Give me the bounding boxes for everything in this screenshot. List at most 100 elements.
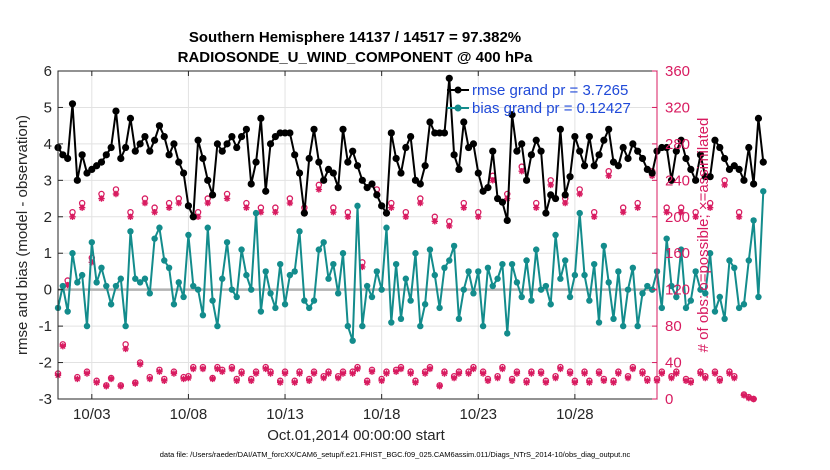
rmse-point xyxy=(237,133,246,141)
rmse-point xyxy=(716,143,724,152)
obs-assimilated-point xyxy=(296,370,303,377)
rmse-point xyxy=(252,158,260,166)
obs-assimilated-point xyxy=(542,379,550,386)
y-right-tick-label: 360 xyxy=(665,63,690,80)
bias-point xyxy=(504,330,511,337)
obs-assimilated-point xyxy=(238,370,245,377)
bias-point xyxy=(330,260,337,268)
bias-point xyxy=(407,297,414,304)
obs-assimilated-point xyxy=(537,370,545,377)
obs-assimilated-point xyxy=(431,218,438,225)
x-tick-label: 10/23 xyxy=(459,406,497,423)
bias-point xyxy=(417,322,424,330)
bias-point xyxy=(576,209,583,217)
obs-assimilated-point xyxy=(576,190,583,198)
bias-point xyxy=(373,268,381,275)
rmse-point xyxy=(740,176,748,184)
obs-assimilated-point xyxy=(223,195,231,202)
x-tick-label: 10/18 xyxy=(363,406,401,423)
bias-series xyxy=(54,188,767,344)
y-right-tick-label: 160 xyxy=(665,245,690,262)
x-tick-label: 10/13 xyxy=(266,406,304,423)
bias-point xyxy=(334,290,342,297)
bias-point xyxy=(344,322,352,330)
bias-point xyxy=(755,293,762,301)
y-right-tick-label: 40 xyxy=(665,355,682,372)
bias-point xyxy=(98,264,105,271)
bias-point xyxy=(711,308,719,315)
obs-assimilated-point xyxy=(634,204,641,211)
bias-point xyxy=(146,290,153,297)
rmse-point xyxy=(571,133,579,141)
obs-assimilated-point xyxy=(209,375,216,383)
bias-point xyxy=(219,275,226,282)
obs-assimilated-point xyxy=(479,370,487,377)
bias-point xyxy=(272,304,279,312)
obs-assimilated-point xyxy=(726,370,733,377)
bias-point xyxy=(310,297,318,304)
bias-point xyxy=(103,282,110,290)
obs-assimilated-point xyxy=(325,370,332,377)
rmse-point xyxy=(339,125,347,133)
bias-point xyxy=(363,282,371,290)
obs-assimilated-point xyxy=(663,209,670,216)
bias-point xyxy=(262,268,269,275)
rmse-point xyxy=(648,169,656,177)
obs-assimilated-point xyxy=(136,361,144,368)
bias-point xyxy=(436,304,443,312)
rmse-point xyxy=(551,194,560,203)
obs-assimilated-point xyxy=(731,374,738,382)
bias-point xyxy=(721,315,728,323)
obs-assimilated-point xyxy=(677,209,685,216)
rmse-point xyxy=(291,151,299,159)
rmse-point xyxy=(126,114,135,122)
bias-point xyxy=(484,264,492,271)
rmse-point xyxy=(503,216,511,225)
obs-assimilated-point xyxy=(262,365,269,373)
bias-point xyxy=(499,260,506,268)
rmse-point xyxy=(160,133,168,141)
obs-assimilated-point xyxy=(504,195,511,202)
bias-point xyxy=(508,260,516,268)
bias-point xyxy=(421,301,429,308)
obs-assimilated-point xyxy=(392,368,400,375)
obs-assimilated-point xyxy=(692,213,699,220)
obs-assimilated-point xyxy=(291,379,298,386)
bias-point xyxy=(412,250,419,257)
bias-point xyxy=(151,235,158,242)
obs-assimilated-point xyxy=(658,370,666,377)
obs-assimilated-point xyxy=(528,370,535,377)
rmse-point xyxy=(368,180,376,188)
bias-point xyxy=(325,275,332,282)
bias-point xyxy=(600,242,608,250)
obs-assimilated-point xyxy=(103,383,110,390)
obs-assimilated-point xyxy=(450,374,458,382)
bias-point xyxy=(615,268,622,275)
bias-point xyxy=(127,228,134,235)
bias-point xyxy=(161,257,168,264)
bias-point xyxy=(726,257,733,264)
obs-assimilated-point xyxy=(122,345,129,353)
bias-point xyxy=(122,322,129,330)
legend-bias-label: bias grand pr = 0.12427 xyxy=(472,100,631,117)
rmse-point xyxy=(745,143,753,152)
bias-point xyxy=(383,224,390,231)
obs-assimilated-point xyxy=(407,370,414,377)
rmse-point xyxy=(64,154,72,163)
obs-assimilated-point xyxy=(219,368,226,375)
obs-assimilated-point xyxy=(151,209,158,216)
bias-point xyxy=(557,275,564,282)
rmse-point xyxy=(663,143,671,152)
rmse-point xyxy=(537,147,545,155)
bias-point xyxy=(204,224,211,231)
rmse-point xyxy=(692,176,700,184)
obs-assimilated-point xyxy=(624,374,632,382)
rmse-point xyxy=(358,176,366,184)
bias-point xyxy=(78,271,86,279)
bias-point xyxy=(305,304,313,312)
rmse-point xyxy=(165,151,173,159)
rmse-point xyxy=(117,154,125,163)
legend-bias-marker xyxy=(454,104,462,112)
obs-assimilated-point xyxy=(682,377,690,384)
x-axis: 10/03 10/08 10/13 10/18 10/23 10/28 xyxy=(73,71,594,423)
